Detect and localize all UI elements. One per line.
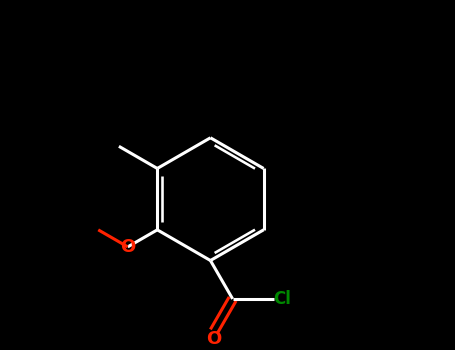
Text: O: O <box>206 330 222 348</box>
Text: O: O <box>120 238 136 256</box>
Text: Cl: Cl <box>273 290 291 308</box>
